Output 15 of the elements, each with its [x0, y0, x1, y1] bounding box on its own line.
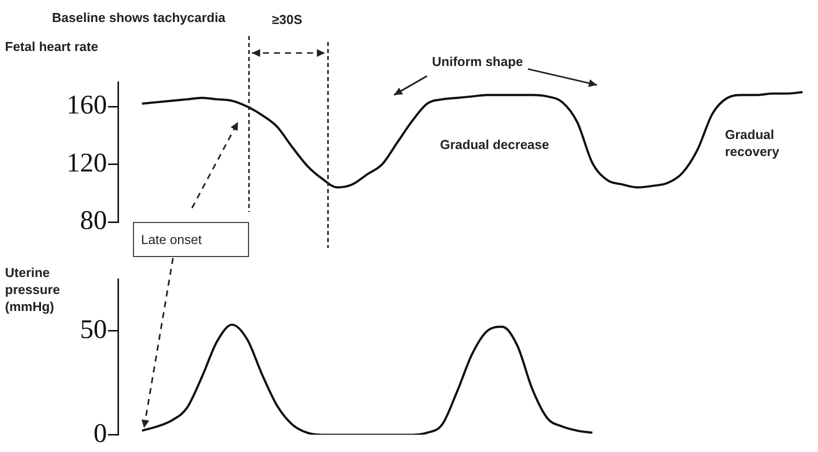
annotation: Gradual decrease: [440, 136, 550, 153]
y-tick-label: 120: [66, 147, 107, 178]
text: Late onset: [133, 222, 249, 257]
line-series: [140, 91, 804, 188]
text: Baseline shows tachycardia: [52, 9, 226, 26]
y-tick-label: 160: [66, 90, 107, 120]
text: Uniform shape: [432, 53, 524, 70]
y-axis-title: Fetal heart rate: [5, 38, 98, 55]
y-axis-title: Uterine pressure (mmHg): [5, 264, 61, 315]
y-tick-label: 80: [80, 205, 107, 236]
text: ≥30S: [272, 11, 302, 28]
annotation: Gradual recovery: [725, 126, 780, 160]
line-series: [140, 324, 594, 435]
y-tick-label: 0: [94, 418, 107, 448]
y-tick-label: 50: [80, 314, 107, 344]
